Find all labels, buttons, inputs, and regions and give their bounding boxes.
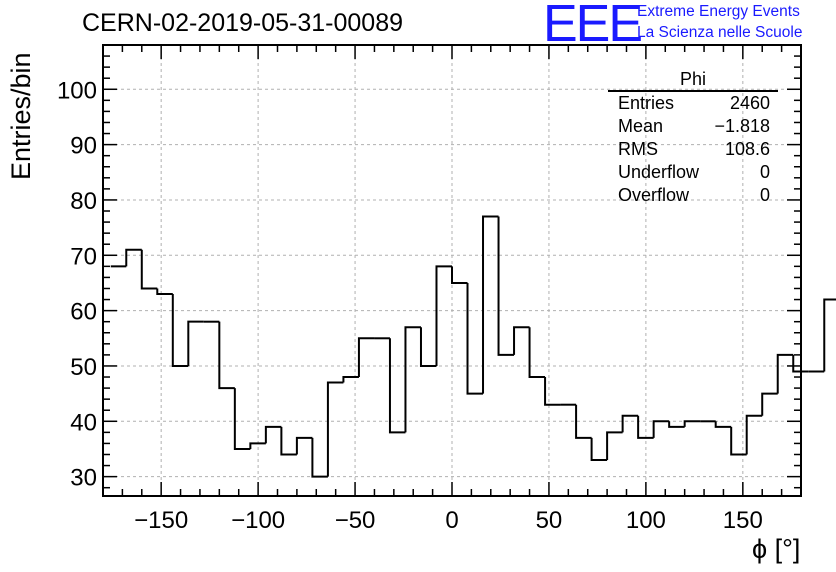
stats-label: Underflow xyxy=(618,162,700,182)
histogram-bin xyxy=(125,248,142,267)
chart-title: CERN-02-2019-05-31-00089 xyxy=(82,9,404,37)
histogram-bin xyxy=(326,381,344,477)
histogram-bin xyxy=(156,288,173,296)
histogram-bin xyxy=(140,249,158,290)
stats-row: RMS 108.6 xyxy=(608,138,778,161)
histogram-bin xyxy=(187,320,204,366)
histogram-bin xyxy=(668,421,685,428)
histogram-bin xyxy=(218,321,235,390)
x-tick-label: 100 xyxy=(626,507,666,534)
stats-box: Phi Entries 2460 Mean −1.818 RMS 108.6 Unde… xyxy=(608,69,778,207)
stats-value: 0 xyxy=(759,185,770,205)
y-tick-label: 40 xyxy=(70,409,97,436)
histogram-bin xyxy=(590,437,608,462)
histogram-bin xyxy=(745,414,763,455)
x-tick-label: −50 xyxy=(335,507,376,534)
y-tick-label: 90 xyxy=(70,133,97,160)
y-tick-label: 50 xyxy=(70,354,97,381)
histogram-bin xyxy=(171,294,189,367)
y-tick-label: 100 xyxy=(57,77,97,104)
histogram-bin xyxy=(776,353,794,394)
stats-label: Overflow xyxy=(618,185,690,205)
y-tick-label: 80 xyxy=(70,188,97,215)
histogram-bin xyxy=(513,326,530,355)
histogram-bin xyxy=(497,216,515,356)
y-tick-label: 30 xyxy=(70,465,97,492)
x-tick-label: −150 xyxy=(134,507,188,534)
logo-line-2: La Scienza nelle Scuole xyxy=(637,24,803,41)
histogram-bin xyxy=(683,420,701,427)
histogram-bin xyxy=(280,426,297,456)
histogram-bin xyxy=(575,404,592,439)
stats-label: Entries xyxy=(618,93,675,113)
histogram-bin xyxy=(419,327,437,367)
x-tick-label: 50 xyxy=(536,507,563,534)
histogram-bin xyxy=(342,376,359,383)
stats-value: 108.6 xyxy=(724,139,770,159)
stats-row: Overflow 0 xyxy=(608,184,778,207)
x-tick-label: −100 xyxy=(231,507,285,534)
histogram-bin xyxy=(730,426,747,456)
histogram-bin xyxy=(435,265,452,366)
stats-value: 2460 xyxy=(729,93,770,113)
x-axis-label: ϕ [°] xyxy=(752,534,801,564)
logo-line-1: Extreme Energy Events xyxy=(637,3,800,20)
histogram-bin xyxy=(233,388,251,450)
histogram-bin xyxy=(482,215,499,394)
histogram-bin xyxy=(264,425,282,444)
histogram-bin xyxy=(528,327,546,379)
stats-header: Phi xyxy=(608,69,778,92)
stats-label: Mean xyxy=(618,116,664,136)
stats-value: 0 xyxy=(759,162,770,182)
y-tick-label: 60 xyxy=(70,299,97,326)
histogram-bin xyxy=(249,442,266,449)
histogram-bin xyxy=(295,436,313,455)
histogram-bin xyxy=(388,338,406,434)
stats-value: −1.818 xyxy=(714,116,770,136)
histogram-bin xyxy=(466,282,484,395)
histogram-bin xyxy=(357,337,375,378)
histogram-bin xyxy=(606,431,623,461)
histogram-bin xyxy=(637,415,654,439)
stats-row: Underflow 0 xyxy=(608,161,778,184)
histogram-bin xyxy=(451,266,468,284)
x-tick-label: 150 xyxy=(723,507,763,534)
histogram-bin xyxy=(714,421,732,428)
histogram-bin xyxy=(621,414,639,433)
histogram-bin xyxy=(792,354,809,373)
y-tick-label: 70 xyxy=(70,243,97,270)
stats-row: Entries 2460 xyxy=(608,92,778,115)
stats-row: Mean −1.818 xyxy=(608,115,778,138)
x-tick-label: 0 xyxy=(445,507,458,534)
stats-label: RMS xyxy=(618,139,658,159)
histogram-bin xyxy=(404,326,421,433)
histogram-bin xyxy=(761,392,778,416)
histogram-bin xyxy=(544,377,561,406)
histogram-bin xyxy=(311,437,328,478)
histogram-bin xyxy=(652,420,670,438)
histogram-bin xyxy=(823,298,836,372)
